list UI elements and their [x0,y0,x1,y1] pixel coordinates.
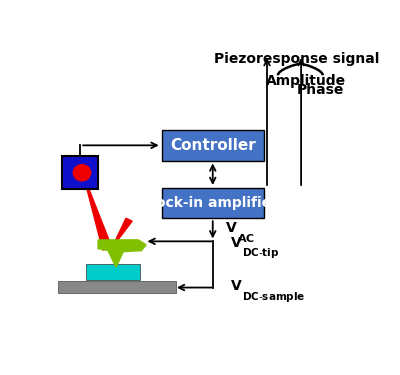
Text: Piezoresponse signal: Piezoresponse signal [214,52,379,66]
Text: $\mathbf{DC\text{-}tip}$: $\mathbf{DC\text{-}tip}$ [242,246,279,260]
Text: $\mathbf{DC\text{-}sample}$: $\mathbf{DC\text{-}sample}$ [242,290,305,304]
Polygon shape [98,240,146,252]
Polygon shape [112,218,132,248]
Text: Lock-in amplifier: Lock-in amplifier [147,196,278,210]
Text: $\mathbf{AC}$: $\mathbf{AC}$ [237,232,255,244]
Polygon shape [83,174,112,250]
Text: $\mathbf{V}$: $\mathbf{V}$ [230,236,242,250]
Text: $\mathbf{V}$: $\mathbf{V}$ [230,279,242,293]
FancyBboxPatch shape [62,156,98,189]
Polygon shape [107,249,124,267]
Text: Controller: Controller [170,138,256,153]
Text: Amplitude: Amplitude [266,74,346,88]
Circle shape [73,165,91,181]
FancyBboxPatch shape [162,188,264,218]
Text: $\mathbf{V}$: $\mathbf{V}$ [225,221,238,236]
FancyBboxPatch shape [86,264,140,280]
Text: Phase: Phase [296,82,344,96]
FancyBboxPatch shape [58,281,176,293]
FancyBboxPatch shape [162,130,264,160]
